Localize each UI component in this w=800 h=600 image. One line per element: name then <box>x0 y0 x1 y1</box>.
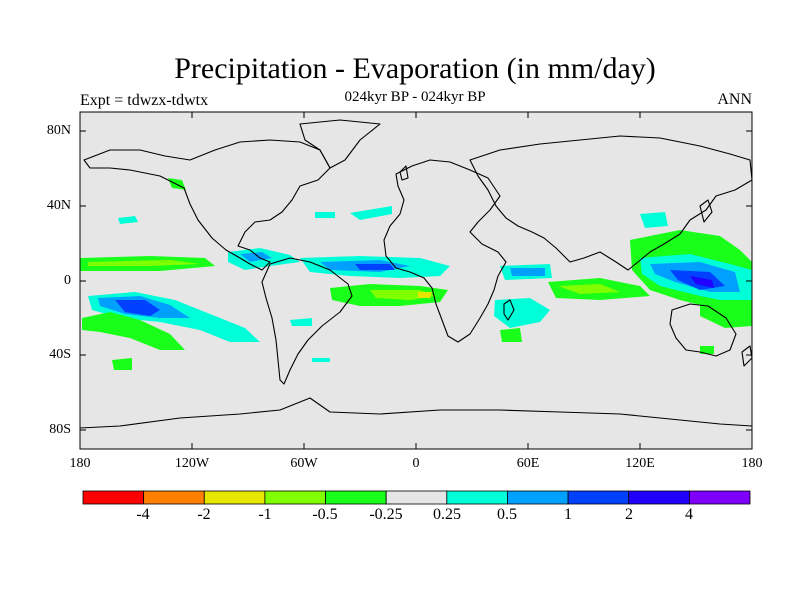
lat-label-40n: 40N <box>46 198 71 213</box>
patch-east-pacific-yellowgreen <box>88 260 200 266</box>
colorbar-swatch <box>325 490 387 505</box>
colorbar-label: -2 <box>197 506 211 523</box>
patch-nw-pacific-cyan <box>640 212 668 228</box>
lon-label-0: 0 <box>412 456 420 471</box>
colorbar-label: -0.25 <box>369 506 403 523</box>
patch-north-pacific-cyan <box>118 216 138 224</box>
colorbar-swatch <box>446 490 508 505</box>
asia-coast <box>469 135 753 271</box>
antarctica-coast <box>79 397 753 429</box>
patch-atlantic-itcz-deepblue <box>355 264 395 270</box>
colorbar-label: -0.5 <box>312 506 338 523</box>
patch-south-america-cyan-2 <box>312 358 330 362</box>
patch-indian-blue <box>510 268 545 276</box>
patch-south-atlantic-yellow <box>418 292 432 298</box>
experiment-label: Expt = tdwzx-tdwtx <box>80 92 209 109</box>
patch-atlantic-cyan-small-2 <box>315 212 335 218</box>
colorbar-swatch <box>688 490 751 505</box>
colorbar <box>82 490 751 505</box>
australia-coast <box>669 303 737 357</box>
map-background <box>80 112 752 449</box>
patch-south-america-cyan <box>290 318 312 326</box>
axis-ticks <box>80 112 752 449</box>
season-label: ANN <box>717 91 752 108</box>
patch-madagascar-green <box>500 328 522 342</box>
greenland-coast <box>299 119 381 169</box>
colorbar-label: 0.5 <box>497 506 517 523</box>
colorbar-label: -1 <box>258 506 272 523</box>
europe-africa-coast <box>383 159 507 343</box>
patch-south-pacific-green <box>82 312 185 350</box>
colorbar-swatch <box>264 490 326 505</box>
colorbar-swatch <box>507 490 569 505</box>
lat-label-80s: 80S <box>49 422 71 437</box>
colorbar-swatch <box>143 490 205 505</box>
patch-atlantic-cyan-small <box>350 206 392 220</box>
patch-sw-pacific-green <box>700 300 752 328</box>
map-title: Precipitation - Evaporation (in mm/day) <box>174 52 656 85</box>
lon-label-60w: 60W <box>290 456 318 471</box>
north-america-coast <box>83 139 331 271</box>
colorbar-swatch <box>385 490 448 505</box>
colorbar-swatch <box>628 490 690 505</box>
colorbar-label: 1 <box>564 506 572 523</box>
colorbar-swatch <box>82 490 145 505</box>
patch-australia-green <box>700 346 714 354</box>
colorbar-swatch <box>203 490 266 505</box>
japan-coast <box>699 199 713 223</box>
colorbar-swatch <box>567 490 630 505</box>
coastlines <box>79 119 753 429</box>
colorbar-label: 2 <box>625 506 633 523</box>
map-subtitle: 024kyr BP - 024kyr BP <box>344 89 486 105</box>
lon-label-180-right: 180 <box>741 456 763 471</box>
lon-label-60e: 60E <box>516 456 540 471</box>
patch-caribbean-blue <box>240 252 272 262</box>
lon-label-120w: 120W <box>174 456 210 471</box>
south-america-coast <box>261 257 353 385</box>
patch-south-pacific-green-2 <box>112 358 132 370</box>
colorbar-label: -4 <box>136 506 150 523</box>
patch-wpacific-deepblue <box>690 276 714 288</box>
lon-label-180-left: 180 <box>69 456 91 471</box>
colorbar-label: 4 <box>685 506 693 523</box>
colorbar-label: 0.25 <box>433 506 461 523</box>
lat-label-40s: 40S <box>49 347 71 362</box>
lat-label-80n: 80N <box>46 123 71 138</box>
field-patches <box>80 178 752 370</box>
madagascar-coast <box>503 299 515 321</box>
patch-indian-yellowgreen <box>558 284 620 294</box>
patch-south-pacific-blue <box>115 300 160 316</box>
lon-label-120e: 120E <box>625 456 655 471</box>
uk-coast <box>399 165 409 181</box>
lat-label-0: 0 <box>64 273 71 288</box>
